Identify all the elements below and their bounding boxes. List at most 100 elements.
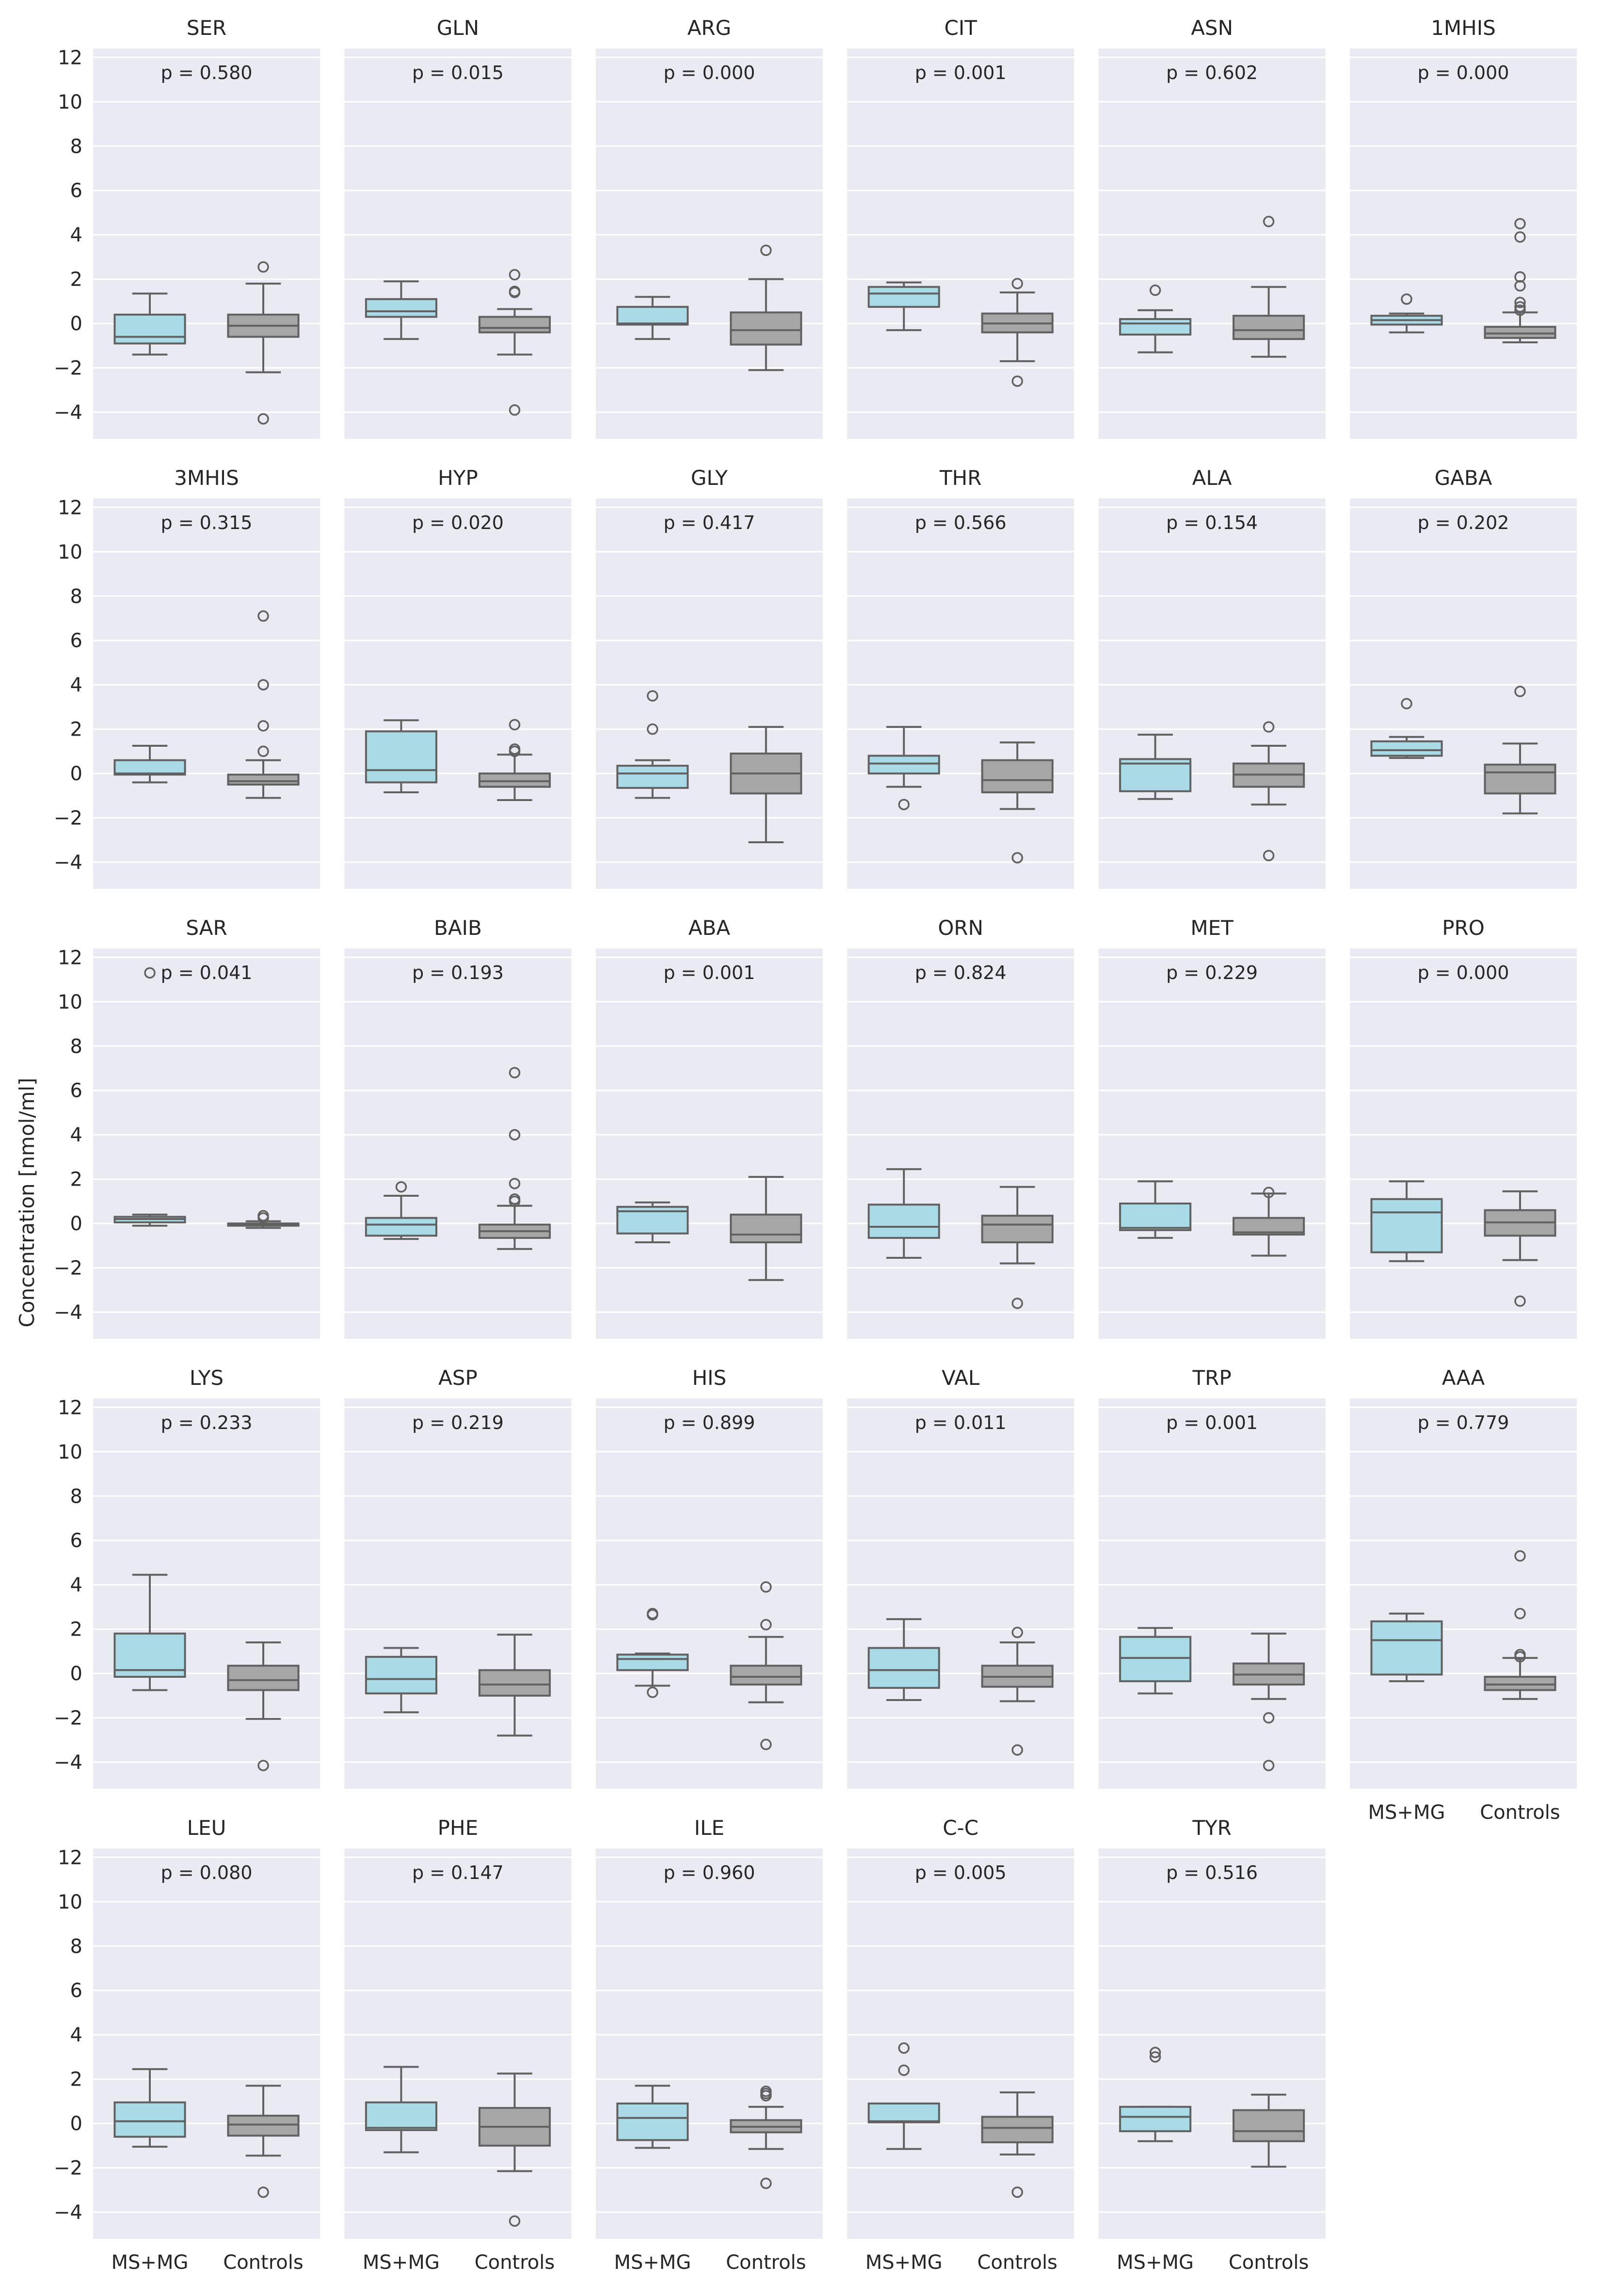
- outlier-point: [257, 1212, 269, 1224]
- panel-background: [1098, 498, 1326, 889]
- outlier-point: [760, 2090, 772, 2102]
- y-tick-label: 0: [70, 2113, 82, 2135]
- outlier-point: [1514, 1550, 1526, 1562]
- outlier-point: [509, 287, 521, 298]
- y-tick-label: 6: [70, 1080, 82, 1102]
- panel-baib: BAIB p = 0.193: [344, 916, 572, 1339]
- y-tick-label: −2: [54, 807, 82, 830]
- panel-gaba: GABA p = 0.202: [1350, 466, 1577, 889]
- p-value-label: p = 0.020: [412, 512, 504, 533]
- outlier-point: [647, 1686, 658, 1698]
- box-iqr: [113, 2101, 186, 2138]
- outlier-point: [1401, 698, 1412, 709]
- box-controls: [981, 2091, 1054, 2198]
- box-ms-mg: [616, 2085, 689, 2149]
- outlier-point: [647, 690, 658, 702]
- panel-orn: ORN p = 0.824: [847, 916, 1074, 1339]
- box-iqr: [478, 1669, 551, 1697]
- p-value-label: p = 0.516: [1166, 1862, 1258, 1883]
- panel-background: [344, 498, 572, 889]
- y-tick-label: 2: [70, 1169, 82, 1191]
- panel-met: MET p = 0.229: [1098, 916, 1326, 1339]
- y-tick-label: −4: [54, 401, 82, 424]
- panel-background: [847, 1848, 1074, 2239]
- x-tick-label: MS+MG: [363, 2251, 440, 2274]
- panel-sar: −4 −2 0 2 4 6 8 10 12 SAR p = 0.041: [54, 916, 320, 1339]
- outlier-point: [1149, 2051, 1161, 2063]
- box-ms-mg: [867, 281, 940, 331]
- p-value-label: p = 0.001: [663, 962, 755, 983]
- box-controls: [227, 261, 300, 425]
- panel-background: [1350, 498, 1577, 889]
- p-value-label: p = 0.015: [412, 62, 504, 83]
- box-ms-mg: [616, 296, 689, 340]
- box-controls: [1484, 218, 1556, 344]
- box-controls: [1484, 686, 1556, 815]
- panel-background: [1350, 948, 1577, 1339]
- box-iqr: [867, 755, 940, 775]
- box-controls: [478, 719, 551, 802]
- p-value-label: p = 0.315: [161, 512, 253, 533]
- panel-background: [344, 48, 572, 439]
- panel-title: GLN: [437, 16, 479, 40]
- box-ms-mg: [365, 2066, 437, 2153]
- p-value-label: p = 0.779: [1418, 1412, 1509, 1433]
- panel-title: ALA: [1192, 466, 1232, 490]
- panel-title: CIT: [945, 16, 977, 40]
- p-value-label: p = 0.899: [663, 1412, 755, 1433]
- box-ms-mg: [365, 1181, 437, 1240]
- panel-background: [1098, 1848, 1326, 2239]
- y-axis-label: Concentration [nmol/ml]: [15, 1078, 39, 1328]
- outlier-point: [509, 1178, 521, 1189]
- outlier-point: [1401, 293, 1412, 305]
- box-iqr: [1370, 740, 1443, 757]
- p-value-label: p = 0.233: [161, 1412, 253, 1433]
- box-iqr: [1119, 1202, 1192, 1231]
- outlier-point: [257, 679, 269, 690]
- outlier-point: [1514, 1651, 1526, 1663]
- panel-tyr: TYR p = 0.516 MS+MG Controls: [1098, 1816, 1326, 2274]
- p-value-label: p = 0.417: [663, 512, 755, 533]
- box-controls: [981, 1626, 1054, 1756]
- box-iqr: [1370, 1198, 1443, 1253]
- x-tick-label: Controls: [977, 2251, 1057, 2274]
- y-tick-label: −2: [54, 2157, 82, 2180]
- y-tick-label: 4: [70, 224, 82, 246]
- panel-background: [1350, 1398, 1577, 1789]
- p-value-label: p = 0.193: [412, 962, 504, 983]
- outlier-point: [1514, 301, 1526, 313]
- box-iqr: [365, 1655, 437, 1695]
- outlier-point: [1514, 218, 1526, 230]
- y-tick-label: 12: [58, 497, 82, 519]
- x-tick-label: MS+MG: [865, 2251, 943, 2274]
- y-tick-label: 2: [70, 719, 82, 741]
- outlier-point: [144, 967, 156, 979]
- y-tick-label: −2: [54, 1707, 82, 1730]
- x-tick-label: Controls: [1480, 1801, 1560, 1824]
- panel-title: TYR: [1192, 1816, 1232, 1840]
- box-ms-mg: [1370, 1180, 1443, 1262]
- y-tick-label: −4: [54, 2201, 82, 2224]
- panel-background: [93, 948, 320, 1339]
- box-controls: [730, 1581, 802, 1750]
- outlier-point: [1263, 1712, 1275, 1724]
- y-tick-label: 10: [58, 1891, 82, 1913]
- box-controls: [227, 2085, 300, 2198]
- outlier-point: [257, 261, 269, 273]
- y-tick-label: 2: [70, 269, 82, 291]
- box-iqr: [365, 730, 437, 784]
- outlier-point: [647, 723, 658, 735]
- p-value-label: p = 0.011: [915, 1412, 1007, 1433]
- box-iqr: [478, 772, 551, 788]
- p-value-label: p = 0.566: [915, 512, 1007, 533]
- p-value-label: p = 0.147: [412, 1862, 504, 1883]
- outlier-point: [1149, 2047, 1161, 2058]
- y-tick-label: −4: [54, 1751, 82, 1774]
- panel-background: [93, 48, 320, 439]
- panel-title: SER: [187, 16, 226, 40]
- y-tick-label: 4: [70, 1124, 82, 1146]
- outlier-point: [509, 1067, 521, 1078]
- box-iqr: [478, 316, 551, 334]
- panel-title: C-C: [943, 1816, 978, 1840]
